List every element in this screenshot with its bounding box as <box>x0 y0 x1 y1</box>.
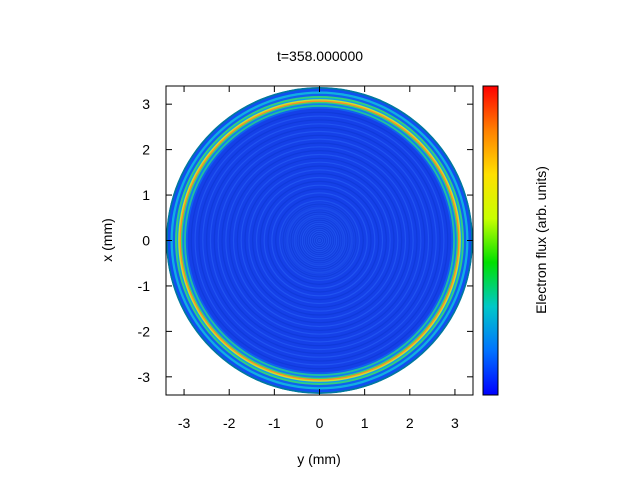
heatmap-fringe <box>244 165 395 316</box>
x-tick-label: 0 <box>316 415 324 431</box>
x-tick-label: 3 <box>451 415 459 431</box>
x-tick-label: 2 <box>406 415 414 431</box>
chart-title: t=358.000000 <box>277 48 363 64</box>
heatmap-fringe <box>252 173 387 308</box>
heatmap-fringe <box>255 176 384 305</box>
heatmap-fringe <box>225 146 414 335</box>
x-tick-label: 1 <box>361 415 369 431</box>
y-tick-label: 2 <box>142 142 150 158</box>
y-tick-label: -1 <box>138 278 151 294</box>
heatmap-fringe <box>217 138 422 343</box>
heatmap-fringe <box>248 169 391 312</box>
x-tick-label: -1 <box>268 415 281 431</box>
heatmap-fringe <box>275 196 364 285</box>
heatmap-fringe <box>263 184 376 297</box>
y-tick-label: -2 <box>138 323 151 339</box>
heatmap-fringe <box>229 150 410 331</box>
heatmap-fringe <box>259 180 380 301</box>
heatmap-fringe <box>271 192 368 289</box>
y-tick-label: 0 <box>142 233 150 249</box>
axis-ticks: -3 -2 -1 0 1 2 3 -3 -2 -1 0 1 2 3 <box>138 86 473 431</box>
heatmap-fringe <box>236 157 403 324</box>
heatmap-fringe <box>202 123 437 358</box>
x-tick-label: -2 <box>223 415 236 431</box>
heatmap-fringe <box>198 119 441 362</box>
heatmap-fringe <box>190 111 449 370</box>
heatmap-fringe <box>221 142 418 339</box>
colorbar-label: Electron flux (arb. units) <box>533 166 549 314</box>
heatmap-fringe <box>209 130 430 351</box>
y-tick-label: -3 <box>138 369 151 385</box>
heatmap-fringe <box>206 127 433 354</box>
y-axis-label: x (mm) <box>99 218 115 262</box>
y-tick-label: 3 <box>142 96 150 112</box>
colorbar <box>482 85 499 396</box>
heatmap-fringe <box>232 153 407 328</box>
heatmap-fringe <box>213 134 426 347</box>
y-tick-label: 1 <box>142 187 150 203</box>
heatmap-fringe <box>240 161 399 320</box>
heatmap-layer <box>166 87 473 394</box>
heatmap-fringe <box>267 188 372 293</box>
heatmap-fringe <box>194 115 445 366</box>
heatmap-center <box>278 199 361 282</box>
x-tick-label: -3 <box>178 415 191 431</box>
x-axis-label: y (mm) <box>297 451 341 467</box>
